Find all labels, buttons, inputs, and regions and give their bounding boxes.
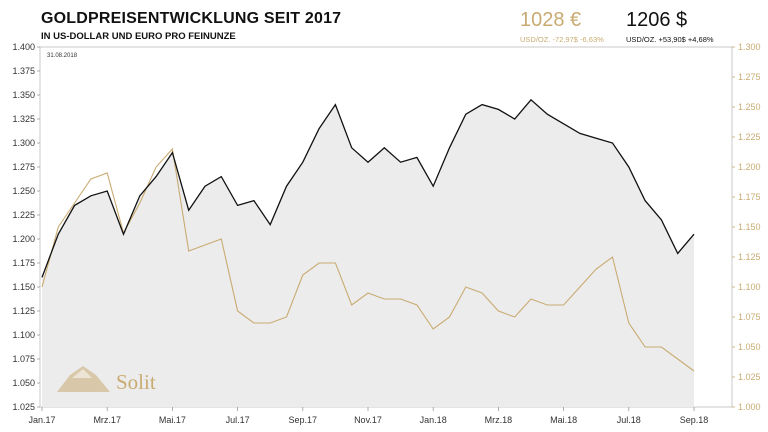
solit-logo-text: Solit — [116, 370, 156, 394]
left-axis-tick-label: 1.025 — [12, 402, 35, 412]
left-axis-tick-label: 1.350 — [12, 90, 35, 100]
usd-price-line — [41, 98, 695, 278]
right-axis-tick-label: 1.025 — [738, 372, 761, 382]
left-axis-tick-label: 1.325 — [12, 114, 35, 124]
left-axis-tick-label: 1.400 — [12, 42, 35, 52]
x-axis-tick-label: Sep.17 — [289, 415, 318, 425]
left-axis-tick-label: 1.275 — [12, 162, 35, 172]
right-axis-tick-label: 1.150 — [738, 222, 761, 232]
left-axis-tick-label: 1.250 — [12, 186, 35, 196]
left-axis-tick-label: 1.075 — [12, 354, 35, 364]
eur-price-line — [41, 147, 695, 372]
right-axis-tick-label: 1.075 — [738, 312, 761, 322]
right-axis-tick-label: 1.000 — [738, 402, 761, 412]
x-axis-tick-label: Jan.17 — [28, 415, 55, 425]
usd-price-change: USD/OZ. +53,90$ +4,68% — [626, 35, 714, 44]
right-axis-tick-label: 1.200 — [738, 162, 761, 172]
left-axis-tick-label: 1.050 — [12, 378, 35, 388]
chart-datestamp: 31.08.2018 — [47, 53, 78, 59]
right-axis-tick-label: 1.175 — [738, 192, 761, 202]
eur-price-value: 1028 € — [520, 9, 582, 31]
left-axis-tick-label: 1.125 — [12, 306, 35, 316]
left-axis-tick-label: 1.100 — [12, 330, 35, 340]
x-axis-tick-label: Mrz.18 — [485, 415, 513, 425]
left-axis-tick-label: 1.225 — [12, 210, 35, 220]
right-axis-tick-label: 1.125 — [738, 252, 761, 262]
x-axis-tick-label: Jul.17 — [226, 415, 250, 425]
right-axis-tick-label: 1.275 — [738, 72, 761, 82]
right-axis-tick-label: 1.100 — [738, 282, 761, 292]
right-axis-tick-label: 1.300 — [738, 42, 761, 52]
right-axis-tick-label: 1.250 — [738, 102, 761, 112]
x-axis-tick-label: Jul.18 — [617, 415, 641, 425]
x-axis-tick-label: Mai.17 — [159, 415, 186, 425]
x-axis-tick-label: Jan.18 — [420, 415, 447, 425]
right-axis-tick-label: 1.050 — [738, 342, 761, 352]
right-axis-tick-label: 1.225 — [738, 132, 761, 142]
left-axis-tick-label: 1.375 — [12, 66, 35, 76]
left-axis-tick-label: 1.200 — [12, 234, 35, 244]
axis-tick-labels: 1.025 1.050 1.075 1.100 1.125 1.150 1.175 1.200… — [12, 42, 760, 425]
left-axis-tick-label: 1.150 — [12, 282, 35, 292]
usd-price-value: 1206 $ — [626, 9, 688, 31]
x-axis-tick-label: Sep.18 — [680, 415, 709, 425]
x-axis-tick-label: Mai.18 — [550, 415, 577, 425]
chart-subtitle: IN US-DOLLAR UND EURO PRO FEINUNZE — [41, 31, 236, 42]
usd-area-fill — [42, 99, 694, 408]
x-axis-tick-label: Mrz.17 — [93, 415, 121, 425]
chart-title: GOLDPREISENTWICKLUNG SEIT 2017 — [41, 10, 342, 27]
x-axis-tick-label: Nov.17 — [354, 415, 382, 425]
eur-price-change: USD/OZ. -72,97$ -6,63% — [520, 35, 604, 44]
left-axis-tick-label: 1.175 — [12, 258, 35, 268]
solit-logo-icon — [57, 366, 110, 392]
left-axis-tick-label: 1.300 — [12, 138, 35, 148]
